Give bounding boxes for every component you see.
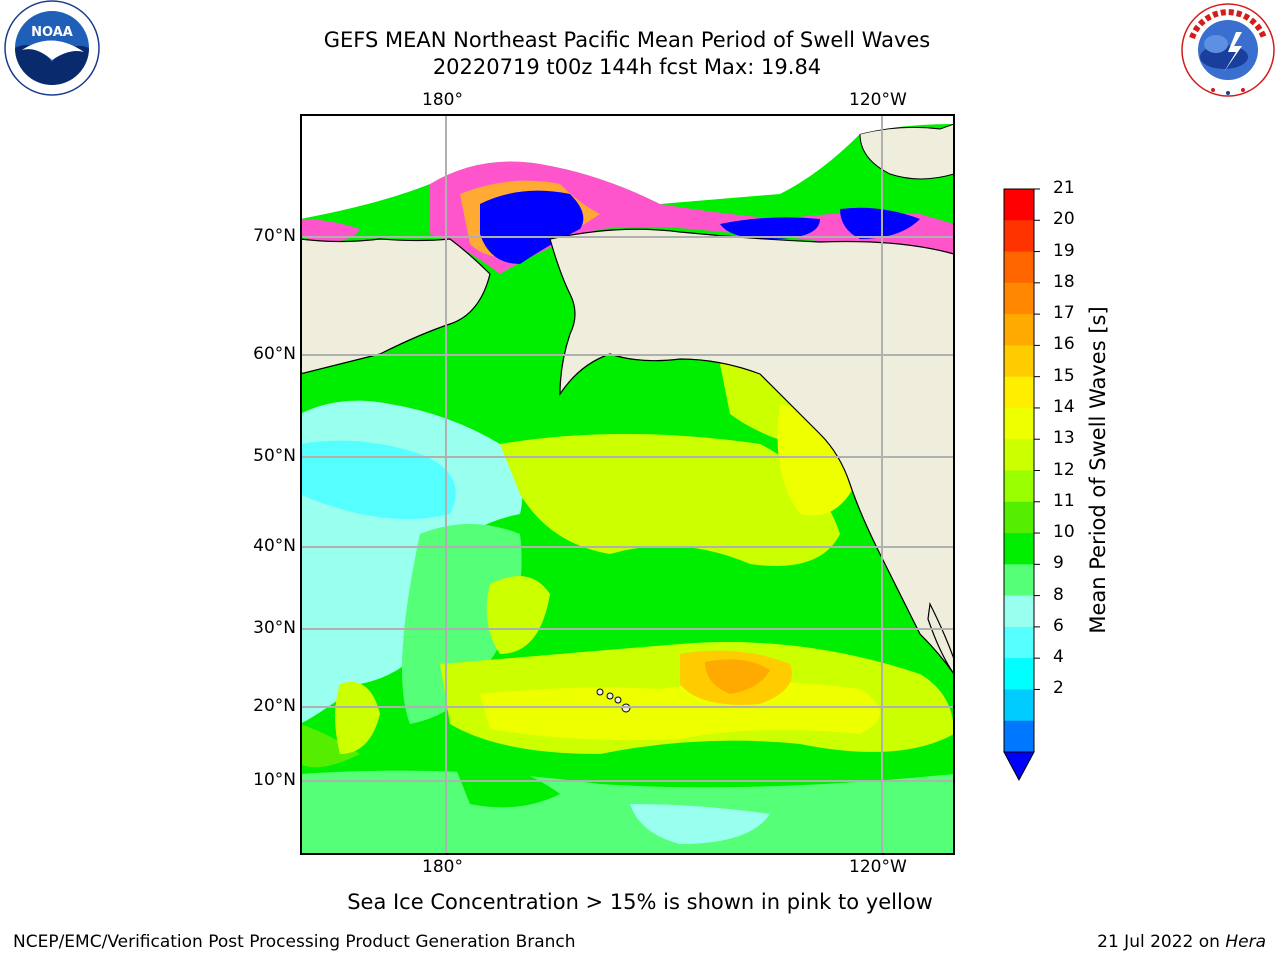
colorbar-under-arrow: [1003, 751, 1035, 782]
colorbar-label: Mean Period of Swell Waves [s]: [1086, 306, 1110, 634]
colorbar-segment: [1004, 720, 1034, 753]
colorbar-tick-label: 10: [1053, 522, 1075, 543]
high-period-gulf: [777, 404, 860, 516]
land-arctic-islands: [859, 123, 954, 180]
land-baja: [927, 601, 954, 676]
nws-logo: [1181, 3, 1275, 97]
colorbar-segment: [1004, 251, 1034, 284]
colorbar-tick-label: 17: [1053, 303, 1075, 324]
east-beaufort-sea: [840, 207, 920, 239]
beaufort-sea: [720, 217, 820, 239]
polar-blank: [300, 114, 954, 219]
svg-text:NOAA: NOAA: [31, 25, 73, 40]
colorbar-tick-label: 16: [1053, 334, 1075, 355]
colorbar-segment: [1004, 314, 1034, 346]
colorbar-tick-label: 20: [1053, 209, 1075, 230]
noaa-logo: NOAA: [4, 0, 100, 96]
cyan-patch: [330, 550, 410, 587]
sea-ice-note: Sea Ice Concentration > 15% is shown in …: [347, 890, 933, 914]
lat-label-40n: 40°N: [253, 536, 296, 556]
chukchi-sea: [480, 190, 584, 264]
southern-cyan-patch: [630, 804, 770, 844]
chart-subtitle: 20220719 t00z 144h fcst Max: 19.84: [432, 55, 822, 79]
colorbar-tick-label: 6: [1053, 615, 1064, 636]
mid-period-band-north: [500, 434, 840, 566]
green-patch: [300, 724, 360, 768]
colorbar-segment: [1004, 658, 1034, 690]
hawaii-island: [614, 696, 622, 704]
lon-label-top-180: 180°: [422, 90, 463, 110]
colorbar-tick-label: 4: [1053, 647, 1064, 668]
lat-label-50n: 50°N: [253, 446, 296, 466]
colorbar-segment: [1004, 626, 1034, 659]
hawaii-island: [596, 688, 604, 696]
colorbar-segment: [1004, 501, 1034, 534]
shorter-period-region: [300, 440, 456, 519]
graticule: [300, 114, 954, 854]
colorbar-tick-label: 14: [1053, 396, 1075, 417]
mid-period-patch-west: [486, 576, 550, 654]
colorbar-tick-label: 11: [1053, 490, 1075, 511]
footer-host: Hera: [1225, 932, 1266, 952]
colorbar-segment: [1004, 564, 1034, 597]
lat-label-30n: 30°N: [253, 618, 296, 638]
colorbar-segment: [1004, 345, 1034, 378]
map-frame: [300, 114, 955, 855]
colorbar-segment: [1004, 189, 1034, 221]
transition-region: [402, 524, 522, 724]
lon-label-bottom-180: 180°: [422, 857, 463, 877]
colorbar-tick-label: 2: [1053, 678, 1064, 699]
colorbar-segment: [1004, 439, 1034, 471]
footer-date-text: 21 Jul 2022 on: [1097, 932, 1220, 952]
hawaii-island: [606, 692, 614, 700]
colorbar-segment: [1004, 533, 1034, 565]
mid-period-patch-sw: [335, 682, 380, 754]
colorbar: [1003, 188, 1040, 782]
swell-period-map: [300, 114, 955, 855]
colorbar-tick-label: 9: [1053, 553, 1064, 574]
colorbar-tick-label: 18: [1053, 271, 1075, 292]
chart-title: GEFS MEAN Northeast Pacific Mean Period …: [323, 28, 931, 52]
colorbar-segment: [1004, 407, 1034, 440]
colorbar-tick-label: 19: [1053, 240, 1075, 261]
colorbar-segment: [1004, 376, 1034, 409]
colorbar-tick-label: 15: [1053, 365, 1075, 386]
lon-label-bottom-120w: 120°W: [849, 857, 907, 877]
lon-label-top-120w: 120°W: [849, 90, 907, 110]
colorbar-segment: [1004, 470, 1034, 503]
colorbar-segment: [1004, 595, 1034, 628]
footer-credit: NCEP/EMC/Verification Post Processing Pr…: [13, 932, 576, 952]
longest-period-core: [705, 659, 770, 694]
high-period-band: [480, 681, 880, 741]
lat-label-60n: 60°N: [253, 344, 296, 364]
colorbar-tick-label: 13: [1053, 428, 1075, 449]
lat-label-20n: 20°N: [253, 696, 296, 716]
colorbar-tick-label: 21: [1053, 178, 1075, 198]
southern-band: [300, 770, 954, 854]
lat-label-10n: 10°N: [253, 770, 296, 790]
colorbar-segment: [1004, 220, 1034, 253]
colorbar-tick-label: 12: [1053, 459, 1075, 480]
lat-label-70n: 70°N: [253, 226, 296, 246]
colorbar-segment: [1004, 282, 1034, 315]
colorbar-segment: [1004, 689, 1034, 722]
footer-date: 21 Jul 2022 on Hera: [1097, 932, 1266, 952]
colorbar-tick-label: 8: [1053, 584, 1064, 605]
